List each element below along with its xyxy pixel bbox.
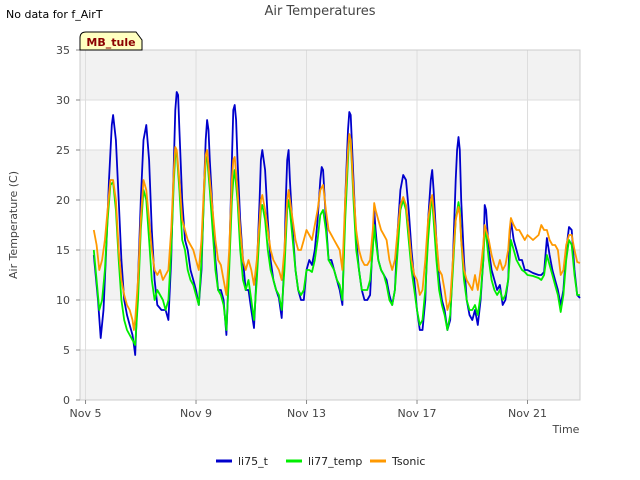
y-tick-label: 25	[56, 144, 70, 157]
series-line-tsonic	[92, 133, 581, 331]
y-tick-label: 15	[56, 244, 70, 257]
x-tick-label: Nov 17	[398, 407, 437, 420]
x-tick-label: Nov 9	[180, 407, 212, 420]
y-tick-label: 10	[56, 294, 70, 307]
legend-label: li75_t	[238, 455, 269, 468]
y-axis-label: Air Temperature (C)	[7, 171, 20, 279]
y-tick-label: 5	[63, 344, 70, 357]
background-band	[80, 350, 580, 400]
legend-label: Tsonic	[391, 455, 425, 468]
background-band	[80, 150, 580, 200]
background-band	[80, 250, 580, 300]
legend: li75_t li77_temp Tsonic	[216, 455, 425, 468]
x-tick-label: Nov 13	[287, 407, 326, 420]
plot-frame	[79, 49, 581, 401]
no-data-notice: No data for f_AirT	[6, 8, 103, 21]
y-tick-label: 35	[56, 44, 70, 57]
y-tick-label: 0	[63, 394, 70, 407]
background-band	[80, 50, 580, 100]
site-badge-shape	[79, 31, 143, 51]
x-axis-ticks: Nov 5 Nov 9 Nov 13 Nov 17 Nov 21	[70, 400, 547, 420]
y-tick-label: 30	[56, 94, 70, 107]
site-badge-label: MB_tule	[86, 36, 135, 49]
y-tick-label: 20	[56, 194, 70, 207]
x-tick-label: Nov 21	[508, 407, 547, 420]
x-axis-label: Time	[552, 423, 580, 436]
series-line-li75-t	[92, 91, 581, 356]
series-lines	[92, 91, 581, 356]
x-tick-label: Nov 5	[70, 407, 102, 420]
background-bands	[80, 50, 580, 400]
legend-label: li77_temp	[308, 455, 362, 468]
chart-title: Air Temperatures	[264, 4, 375, 19]
y-axis-ticks: 0 5 10 15 20 25 30 35	[56, 44, 80, 407]
